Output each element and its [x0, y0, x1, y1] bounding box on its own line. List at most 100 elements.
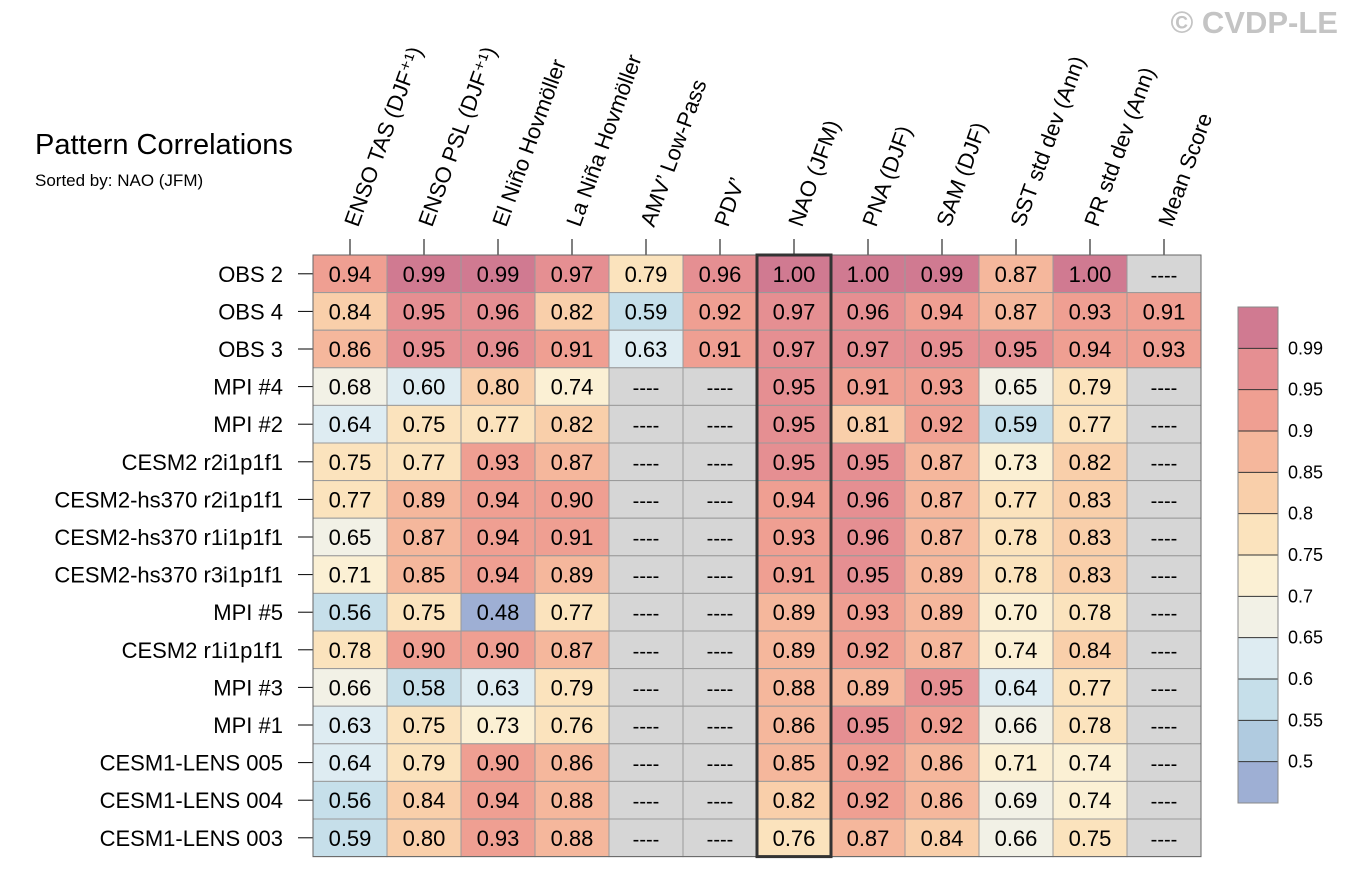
cell-value: 0.83	[1069, 487, 1112, 512]
cell-value: 0.83	[1069, 525, 1112, 550]
heatmap-cell	[608, 592, 684, 632]
heatmap-cell	[312, 329, 388, 369]
cell-value: 0.95	[847, 563, 890, 588]
heatmap-cell	[756, 630, 832, 670]
cell-value: 0.78	[995, 525, 1038, 550]
heatmap-cell	[978, 630, 1054, 670]
cell-value: 0.88	[551, 788, 594, 813]
cell-value: ----	[633, 829, 660, 851]
cell-value: 0.79	[1069, 375, 1112, 400]
heatmap-cell	[1126, 780, 1202, 820]
cell-value: 0.79	[403, 751, 446, 776]
cell-value: 0.92	[847, 751, 890, 776]
cell-value: 0.71	[995, 751, 1038, 776]
heatmap-cell	[830, 592, 906, 632]
heatmap-cell	[608, 743, 684, 782]
colorbar-swatch	[1238, 348, 1278, 390]
row-labels: OBS 2 OBS 4 OBS 3 MPI #4 MPI #2 CESM2 r2i1p1f…	[54, 262, 283, 851]
cell-value: ----	[707, 791, 734, 813]
heatmap-cell	[1052, 404, 1128, 444]
heatmap-cell	[904, 818, 980, 858]
row-label: MPI #2	[213, 412, 283, 437]
heatmap-cell	[978, 592, 1054, 632]
cell-value: 0.88	[551, 826, 594, 851]
cell-value: 0.76	[551, 713, 594, 738]
heatmap-cell	[534, 705, 610, 745]
column-labels: ENSO TAS (DJF⁺¹)ENSO PSL (DJF⁺¹)El Niño …	[339, 43, 1217, 229]
heatmap-cell	[830, 329, 906, 369]
cell-value: 0.82	[1069, 450, 1112, 475]
cell-value: 0.94	[1069, 337, 1112, 362]
cell-value: ----	[633, 566, 660, 588]
cell-value: 0.95	[773, 412, 816, 437]
heatmap-cell	[534, 780, 610, 820]
heatmap-cell	[756, 668, 832, 707]
cell-value: 0.81	[847, 412, 890, 437]
heatmap-cell	[978, 254, 1054, 294]
cell-value: ----	[707, 453, 734, 475]
cell-value: 0.77	[477, 412, 520, 437]
heatmap-cell	[978, 404, 1054, 444]
cell-value: 0.95	[921, 337, 964, 362]
cell-value: 0.66	[995, 826, 1038, 851]
cell-value: 0.64	[329, 751, 372, 776]
cell-value: 0.86	[329, 337, 372, 362]
colorbar-tick-label: 0.7	[1288, 586, 1313, 606]
heatmap-cell	[312, 818, 388, 858]
heatmap-cell	[608, 329, 684, 369]
cell-value: 0.94	[773, 487, 816, 512]
cell-value: 0.99	[403, 262, 446, 287]
sorted-column-highlight	[755, 253, 833, 859]
heatmap-cell	[904, 705, 980, 745]
cell-value: 0.93	[847, 600, 890, 625]
cell-value: 0.88	[773, 675, 816, 700]
watermark: © CVDP-LE	[1170, 5, 1338, 40]
colorbar-tick-label: 0.5	[1288, 752, 1313, 772]
heatmap-cell	[460, 329, 536, 369]
cell-value: 0.95	[995, 337, 1038, 362]
cell-value: 0.84	[921, 826, 964, 851]
cell-value: 0.87	[995, 299, 1038, 324]
cell-value: 0.97	[773, 337, 816, 362]
row-label: MPI #3	[213, 675, 283, 700]
colorbar-frame	[1237, 306, 1279, 804]
heatmap-cell	[682, 780, 758, 820]
colorbar-swatch	[1238, 679, 1278, 721]
cell-value: 0.91	[551, 337, 594, 362]
cell-value: 0.86	[921, 751, 964, 776]
cell-value: 0.91	[551, 525, 594, 550]
heatmap-cell	[312, 254, 388, 294]
cell-value: 0.74	[995, 638, 1038, 663]
cell-value: ----	[633, 678, 660, 700]
cell-value: 0.90	[477, 638, 520, 663]
heatmap-cell	[904, 254, 980, 294]
cell-value: ----	[633, 641, 660, 663]
column-label: SAM (DJF)	[931, 119, 992, 230]
heatmap-cell	[460, 630, 536, 670]
heatmap-cell	[534, 292, 610, 331]
cell-value: 0.87	[921, 638, 964, 663]
row-label: CESM2 r1i1p1f1	[122, 638, 283, 663]
heatmap-cell	[460, 404, 536, 444]
cell-value: 0.86	[773, 713, 816, 738]
heatmap-cell	[1126, 668, 1202, 707]
heatmap-cell	[534, 630, 610, 670]
cell-value: 0.66	[329, 675, 372, 700]
heatmap-cell	[386, 780, 462, 820]
cell-value: 0.68	[329, 375, 372, 400]
cell-value: 0.73	[995, 450, 1038, 475]
row-label: CESM2-hs370 r3i1p1f1	[54, 563, 283, 588]
cell-value: 0.79	[551, 675, 594, 700]
cell-value: 0.63	[329, 713, 372, 738]
heatmap-cell	[756, 517, 832, 557]
cell-value: 0.82	[773, 788, 816, 813]
cell-value: 0.71	[329, 563, 372, 588]
cell-value: 0.96	[847, 299, 890, 324]
row-label: CESM2-hs370 r1i1p1f1	[54, 525, 283, 550]
cell-value: 0.89	[847, 675, 890, 700]
cell-value: 0.79	[625, 262, 668, 287]
colorbar-tick-label: 0.8	[1288, 504, 1313, 524]
cell-value: ----	[707, 641, 734, 663]
cell-value: 0.89	[773, 600, 816, 625]
